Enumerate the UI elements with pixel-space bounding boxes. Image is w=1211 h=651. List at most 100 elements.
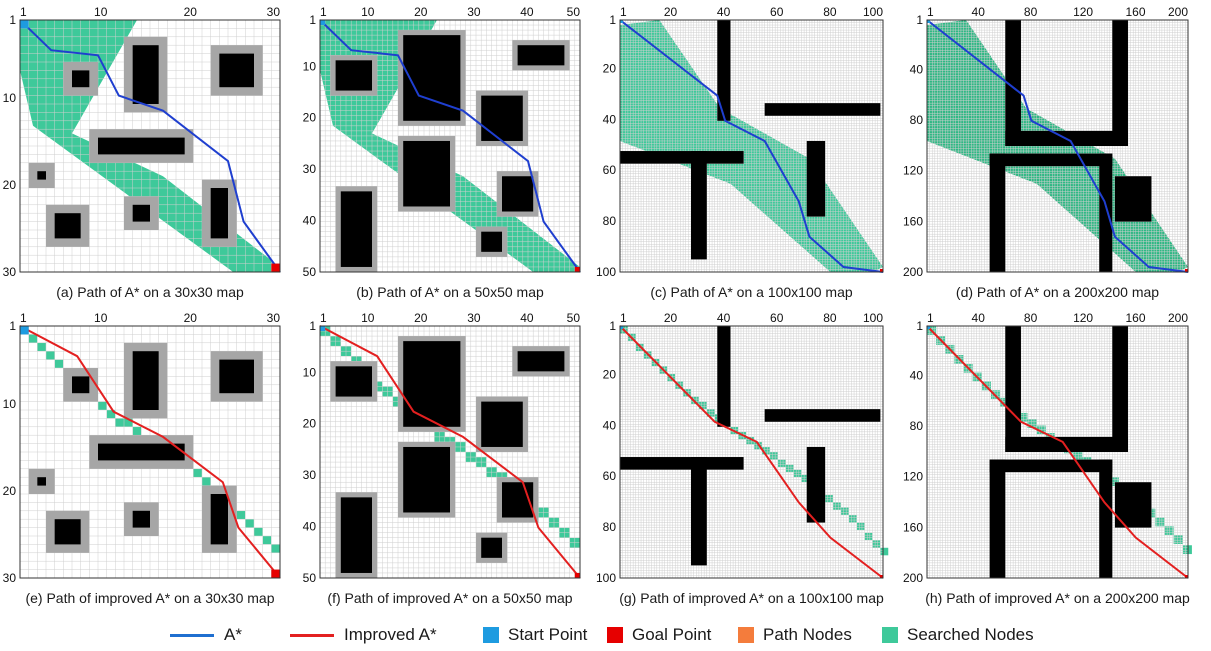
map-a: 1 10 20 30 1 10 20 30 [3, 5, 281, 279]
obstacle [72, 70, 90, 88]
y-tick-label: 1 [309, 319, 316, 333]
obstacle [691, 151, 707, 260]
searched-node [124, 418, 133, 427]
legend-item-improved-astar: Improved A* [290, 622, 437, 648]
x-tick-label: 120 [1073, 311, 1093, 325]
caption-c: (c) Path of A* on a 100x100 map [650, 284, 853, 300]
x-tick-label: 60 [770, 5, 784, 19]
obstacle [132, 510, 150, 528]
x-tick-label: 30 [467, 5, 481, 19]
y-tick-label: 200 [903, 265, 923, 279]
legend-start-point-swatch [483, 627, 499, 643]
y-tick-label: 160 [903, 214, 923, 228]
searched-node [245, 519, 254, 528]
obstacle [37, 171, 46, 180]
legend-goal-point-label: Goal Point [632, 625, 712, 644]
searched-node [28, 334, 38, 343]
searched-node [864, 532, 873, 541]
obstacle [1005, 20, 1021, 146]
legend-item-searched-nodes: Searched Nodes [882, 622, 1034, 648]
searched-node [106, 410, 116, 419]
searched-node [271, 544, 280, 553]
searched-node [262, 536, 272, 545]
goal-point-marker [271, 569, 280, 578]
start-point-marker [320, 326, 326, 332]
obstacle [989, 459, 1006, 578]
y-tick-label: 30 [303, 162, 317, 176]
x-tick-label: 1 [320, 5, 327, 19]
y-tick-label: 1 [9, 13, 16, 27]
map-border [926, 325, 1189, 579]
obstacle [764, 103, 881, 116]
obstacle [1099, 153, 1113, 272]
searched-node [801, 474, 810, 483]
x-tick-label: 40 [717, 311, 731, 325]
x-tick-label: 20 [664, 5, 678, 19]
obstacle [806, 446, 826, 523]
obstacle [1099, 459, 1113, 578]
y-tick-label: 20 [603, 61, 617, 75]
map-e: 1 10 20 30 1 10 20 30 [3, 311, 281, 585]
x-tick-label: 40 [520, 311, 534, 325]
astar-path [926, 19, 1189, 273]
legend-astar-label: A* [224, 625, 242, 644]
x-tick-label: 100 [863, 5, 883, 19]
x-tick-label: 1 [20, 311, 27, 325]
searched-node [98, 401, 107, 410]
caption-e: (e) Path of improved A* on a 30x30 map [25, 590, 275, 606]
x-tick-label: 1 [320, 311, 327, 325]
obstacle [335, 366, 372, 397]
y-tick-label: 40 [910, 368, 924, 382]
goal-point-marker [271, 263, 280, 272]
x-tick-label: 10 [361, 5, 375, 19]
legend-improved-astar-line-swatch [290, 633, 334, 637]
x-tick-label: 1 [927, 5, 934, 19]
obstacle [481, 95, 523, 141]
obstacle [481, 231, 502, 252]
searched-node [777, 459, 786, 468]
x-tick-label: 80 [1024, 311, 1038, 325]
obstacle [210, 188, 228, 239]
panel-d: 1 40 80 120 160 200 1 40 80 120 160 200 [903, 5, 1189, 279]
legend-path-nodes-swatch [738, 627, 754, 643]
obstacle [403, 35, 461, 121]
y-tick-label: 1 [916, 319, 923, 333]
obstacle [620, 151, 744, 164]
searched-node [825, 494, 834, 503]
x-tick-label: 20 [184, 311, 198, 325]
y-tick-label: 160 [903, 520, 923, 534]
legend-item-start-point: Start Point [483, 622, 587, 648]
legend-searched-nodes-label: Searched Nodes [907, 625, 1034, 644]
x-tick-label: 40 [520, 5, 534, 19]
legend-item-astar: A* [170, 622, 242, 648]
panel-c: 1 20 40 60 80 100 1 20 40 60 80 100 [596, 5, 884, 279]
y-tick-label: 1 [309, 13, 316, 27]
y-tick-label: 80 [910, 419, 924, 433]
y-tick-label: 20 [3, 484, 17, 498]
obstacle [717, 326, 731, 427]
searched-node [1109, 477, 1119, 487]
legend-item-goal-point: Goal Point [607, 622, 711, 648]
x-tick-label: 160 [1125, 311, 1145, 325]
y-tick-label: 10 [303, 365, 317, 379]
y-tick-label: 1 [609, 13, 616, 27]
obstacle [340, 191, 372, 267]
searched-node [1018, 412, 1028, 422]
searched-node [769, 452, 778, 460]
obstacle [403, 341, 461, 427]
y-tick-label: 20 [603, 367, 617, 381]
searched-node [1182, 545, 1192, 555]
start-point-marker [320, 20, 326, 26]
obstacle [517, 45, 565, 66]
x-tick-label: 20 [414, 5, 428, 19]
obstacle [1005, 436, 1128, 452]
obstacle [481, 401, 523, 447]
legend-goal-point-swatch [607, 627, 623, 643]
searched-node [193, 468, 202, 478]
searched-node [856, 522, 865, 531]
searched-node [754, 441, 763, 450]
y-tick-label: 30 [303, 468, 317, 482]
searched-node [1173, 535, 1183, 544]
